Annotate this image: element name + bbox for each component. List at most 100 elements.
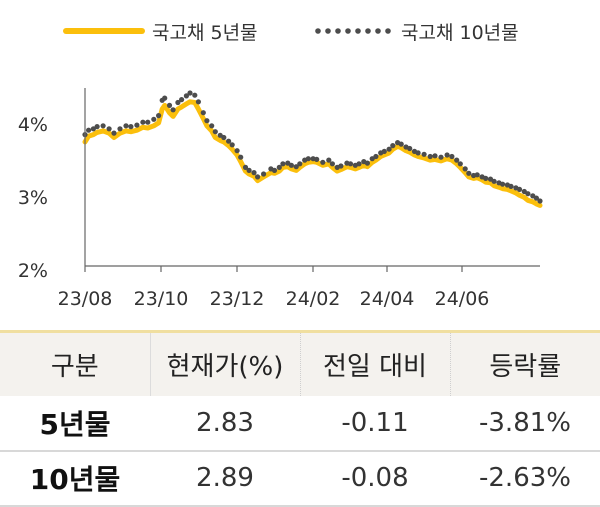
x-tick-label: 23/08 <box>58 288 113 310</box>
legend-dot <box>365 28 371 34</box>
series-point-10y <box>407 145 413 152</box>
legend-label-10y: 국고채 10년물 <box>401 22 519 44</box>
series-point-10y <box>525 191 531 197</box>
series-point-10y <box>170 107 176 113</box>
series-point-10y <box>483 175 489 181</box>
series-point-10y <box>145 119 151 125</box>
series-point-10y <box>111 130 117 136</box>
series-point-10y <box>117 126 123 132</box>
series-point-10y <box>255 174 261 180</box>
series-point-10y <box>179 97 185 103</box>
legend-dot <box>325 28 331 34</box>
x-tick-label: 23/12 <box>210 288 265 310</box>
change-cell: -0.08 <box>300 450 450 507</box>
series-point-10y <box>338 163 344 169</box>
series-point-10y <box>106 126 112 132</box>
series-point-10y <box>421 151 427 157</box>
series-point-10y <box>454 157 460 163</box>
legend-label-5y: 국고채 5년물 <box>152 22 258 44</box>
series-point-10y <box>356 161 362 167</box>
row-label: 5년물 <box>0 395 150 452</box>
table-header-row: 구분 현재가(%) 전일 대비 등락률 <box>0 330 600 396</box>
series-point-10y <box>229 142 235 148</box>
series-point-10y <box>462 166 468 172</box>
series-point-10y <box>261 171 267 177</box>
series-point-10y <box>271 167 278 173</box>
change-rate-cell: -3.81% <box>450 395 600 452</box>
series-point-10y <box>242 164 249 170</box>
series-point-10y <box>329 161 335 167</box>
x-tick-label: 24/06 <box>435 288 490 310</box>
series-point-10y <box>175 99 181 106</box>
series-point-10y <box>156 113 162 119</box>
y-tick-label: 3% <box>18 187 48 209</box>
y-tick-label: 2% <box>18 260 48 282</box>
legend-dot <box>375 28 381 34</box>
x-tick-label: 24/04 <box>360 288 415 310</box>
legend-dot <box>355 28 361 34</box>
series-point-10y <box>221 134 227 141</box>
series-point-10y <box>212 129 218 135</box>
series-point-10y <box>288 162 294 168</box>
series-point-10y <box>449 153 455 160</box>
series-point-10y <box>162 95 168 101</box>
series-point-10y <box>100 123 106 129</box>
series-point-10y <box>187 90 193 96</box>
series-point-10y <box>444 152 450 158</box>
series-point-10y <box>134 122 140 128</box>
series-point-10y <box>314 156 320 162</box>
series-point-10y <box>297 161 303 167</box>
series-point-10y <box>373 153 379 160</box>
series-point-10y <box>466 170 472 176</box>
series-point-10y <box>320 159 326 165</box>
header-category: 구분 <box>0 330 150 396</box>
series-point-10y <box>293 164 299 170</box>
series-point-10y <box>381 148 387 154</box>
legend: 국고채 5년물 국고채 10년물 <box>63 22 519 44</box>
series-point-10y <box>183 93 189 99</box>
header-change: 전일 대비 <box>299 330 450 396</box>
x-tick-label: 24/02 <box>286 288 341 310</box>
series-point-10y <box>537 198 543 204</box>
series-point-10y <box>86 127 92 133</box>
series-point-10y <box>140 119 146 125</box>
series-point-10y <box>516 186 523 192</box>
series-point-10y <box>123 123 129 129</box>
x-tick-label: 23/10 <box>134 288 189 310</box>
legend-dot <box>345 28 351 34</box>
series-point-10y <box>166 102 173 108</box>
table-row: 5년물 2.83 -0.11 -3.81% <box>0 395 600 452</box>
change-cell: -0.11 <box>300 395 450 452</box>
row-label: 10년물 <box>0 450 150 507</box>
series-point-10y <box>390 143 396 149</box>
series-line-10y <box>82 90 543 204</box>
change-rate-cell: -2.63% <box>450 450 600 507</box>
series-point-10y <box>438 154 444 160</box>
series-point-10y <box>246 167 252 173</box>
series-point-10y <box>326 157 332 163</box>
series-point-10y <box>432 153 438 159</box>
legend-dot <box>335 28 341 34</box>
legend-swatch-10y <box>315 28 391 34</box>
series-point-10y <box>200 110 206 116</box>
series-point-10y <box>474 172 480 178</box>
series-point-10y <box>251 170 257 176</box>
series-point-10y <box>415 150 421 156</box>
series-point-10y <box>305 156 311 162</box>
series-point-10y <box>491 178 497 184</box>
series-line-5y <box>82 99 543 208</box>
y-tick-label: 4% <box>18 114 48 136</box>
series-point-10y <box>280 161 286 167</box>
series-point-10y <box>364 160 370 166</box>
series-point-10y <box>238 154 244 160</box>
series-point-10y <box>209 123 215 129</box>
y-axis: 2% 3% 4% <box>18 114 48 282</box>
header-current-price: 현재가(%) <box>149 330 300 396</box>
series-point-10y <box>533 195 540 201</box>
series-point-10y <box>128 124 134 130</box>
series-point-10y <box>234 148 240 154</box>
series-point-10y <box>226 138 232 144</box>
series-point-10y <box>192 92 198 98</box>
yield-table: 구분 현재가(%) 전일 대비 등락률 5년물 2.83 -0.11 -3.81… <box>0 330 600 507</box>
series-point-10y <box>195 99 201 105</box>
